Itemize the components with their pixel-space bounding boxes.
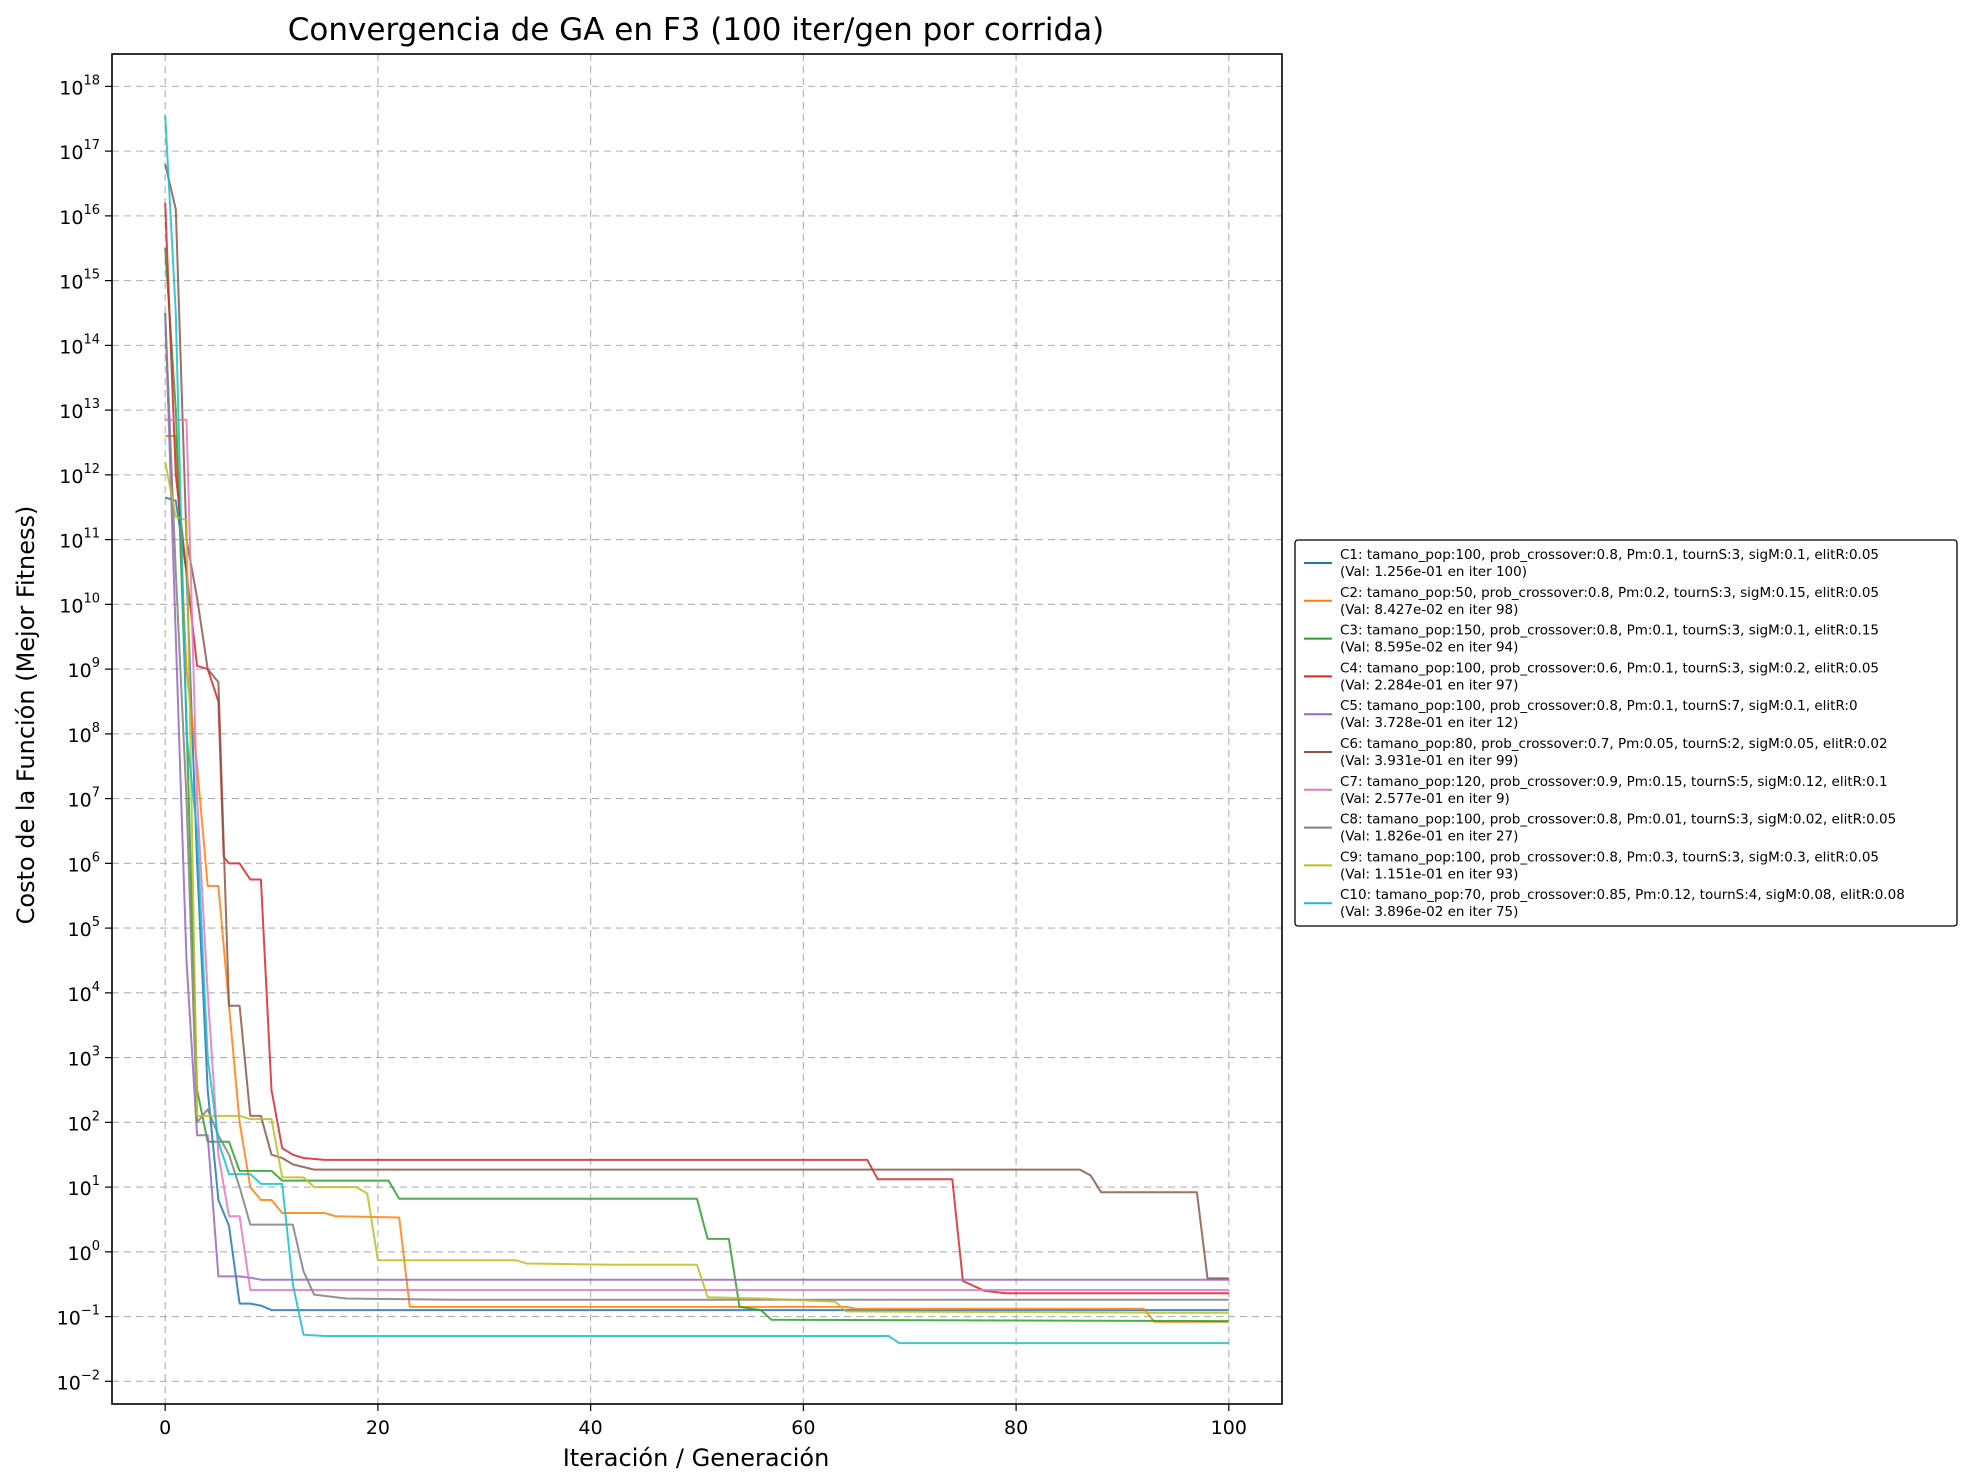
x-tick-label: 80 — [1004, 1417, 1028, 1439]
series-line-c1 — [164, 496, 1229, 1312]
y-tick-label: 104 — [68, 980, 100, 1006]
chart-title: Convergencia de GA en F3 (100 iter/gen p… — [288, 12, 1104, 48]
legend-entry-name: C5: tamano_pop:100, prob_crossover:0.8, … — [1340, 698, 1858, 714]
y-tick-label: 1011 — [59, 527, 100, 553]
series-line-c2 — [165, 435, 1229, 1323]
grid — [112, 54, 1282, 1404]
series-line-c4 — [164, 202, 1229, 1295]
legend-entry-note: (Val: 2.577e-01 en iter 9) — [1340, 791, 1510, 807]
legend-entry-note: (Val: 8.427e-02 en iter 98) — [1340, 602, 1518, 618]
legend-entry-note: (Val: 3.728e-01 en iter 12) — [1340, 715, 1518, 731]
legend-entry-name: C7: tamano_pop:120, prob_crossover:0.9, … — [1340, 774, 1888, 790]
y-tick-label: 10−2 — [57, 1368, 100, 1394]
legend-entry-note: (Val: 1.826e-01 en iter 27) — [1340, 829, 1518, 845]
y-tick-label: 102 — [68, 1109, 100, 1135]
legend-entry-note: (Val: 3.931e-01 en iter 99) — [1340, 753, 1518, 769]
x-tick-label: 40 — [579, 1417, 603, 1439]
y-tick-label: 108 — [68, 721, 100, 747]
y-tick-label: 109 — [68, 656, 100, 682]
y-tick-label: 1014 — [59, 332, 100, 358]
y-tick-label: 101 — [68, 1174, 100, 1200]
legend-entry-name: C6: tamano_pop:80, prob_crossover:0.7, P… — [1340, 736, 1888, 752]
series-line-c8 — [164, 312, 1229, 1301]
legend-entry-name: C1: tamano_pop:100, prob_crossover:0.8, … — [1340, 547, 1879, 563]
legend-entry-name: C2: tamano_pop:50, prob_crossover:0.8, P… — [1340, 585, 1879, 601]
legend-entry-name: C9: tamano_pop:100, prob_crossover:0.8, … — [1340, 849, 1879, 865]
series-line-c9 — [164, 461, 1229, 1314]
y-tick-label: 105 — [68, 915, 100, 941]
x-tick-label: 20 — [366, 1417, 390, 1439]
y-tick-label: 1016 — [59, 203, 100, 229]
y-tick-label: 1012 — [59, 462, 100, 488]
x-ticks: 0 20 40 60 80 100 — [159, 1404, 1247, 1439]
legend-entry-note: (Val: 2.284e-01 en iter 97) — [1340, 677, 1518, 693]
series-line-c10 — [164, 115, 1229, 1345]
plot-frame — [111, 53, 1283, 1405]
y-ticks: 10−2 10−1 100 101 102 103 104 105 106 107 108 109 10… — [57, 73, 112, 1394]
y-tick-label: 106 — [68, 850, 100, 876]
y-tick-label: 1010 — [59, 591, 100, 617]
legend-box — [1294, 539, 1958, 927]
series-line-c6 — [164, 163, 1229, 1280]
legend-entry-note: (Val: 1.151e-01 en iter 93) — [1340, 866, 1518, 882]
legend-entry-name: C3: tamano_pop:150, prob_crossover:0.8, … — [1340, 623, 1879, 639]
legend-entry-name: C8: tamano_pop:100, prob_crossover:0.8, … — [1340, 812, 1896, 828]
y-tick-label: 1018 — [59, 73, 100, 99]
series-group — [164, 115, 1229, 1345]
series-line-c5 — [164, 312, 1229, 1281]
legend-entry-note: (Val: 1.256e-01 en iter 100) — [1340, 564, 1527, 580]
legend-entry-note: (Val: 3.896e-02 en iter 75) — [1340, 904, 1518, 920]
x-tick-label: 100 — [1211, 1417, 1247, 1439]
legend-entry-note: (Val: 8.595e-02 en iter 94) — [1340, 640, 1518, 656]
x-tick-label: 60 — [791, 1417, 815, 1439]
legend-entry-name: C4: tamano_pop:100, prob_crossover:0.6, … — [1340, 660, 1879, 676]
x-tick-label: 0 — [159, 1417, 171, 1439]
y-tick-label: 103 — [68, 1045, 100, 1071]
y-tick-label: 1017 — [59, 138, 100, 164]
y-tick-label: 1013 — [59, 397, 100, 423]
y-axis-label: Costo de la Función (Mejor Fitness) — [12, 506, 40, 925]
y-tick-label: 100 — [68, 1239, 100, 1265]
y-tick-label: 107 — [68, 786, 100, 812]
legend: C1: tamano_pop:100, prob_crossover:0.8, … — [1294, 539, 1958, 927]
series-line-c7 — [165, 418, 1229, 1291]
y-tick-label: 1015 — [59, 268, 100, 294]
x-axis-label: Iteración / Generación — [563, 1444, 830, 1472]
y-tick-label: 10−1 — [57, 1304, 100, 1330]
legend-entry-name: C10: tamano_pop:70, prob_crossover:0.85,… — [1340, 887, 1905, 903]
